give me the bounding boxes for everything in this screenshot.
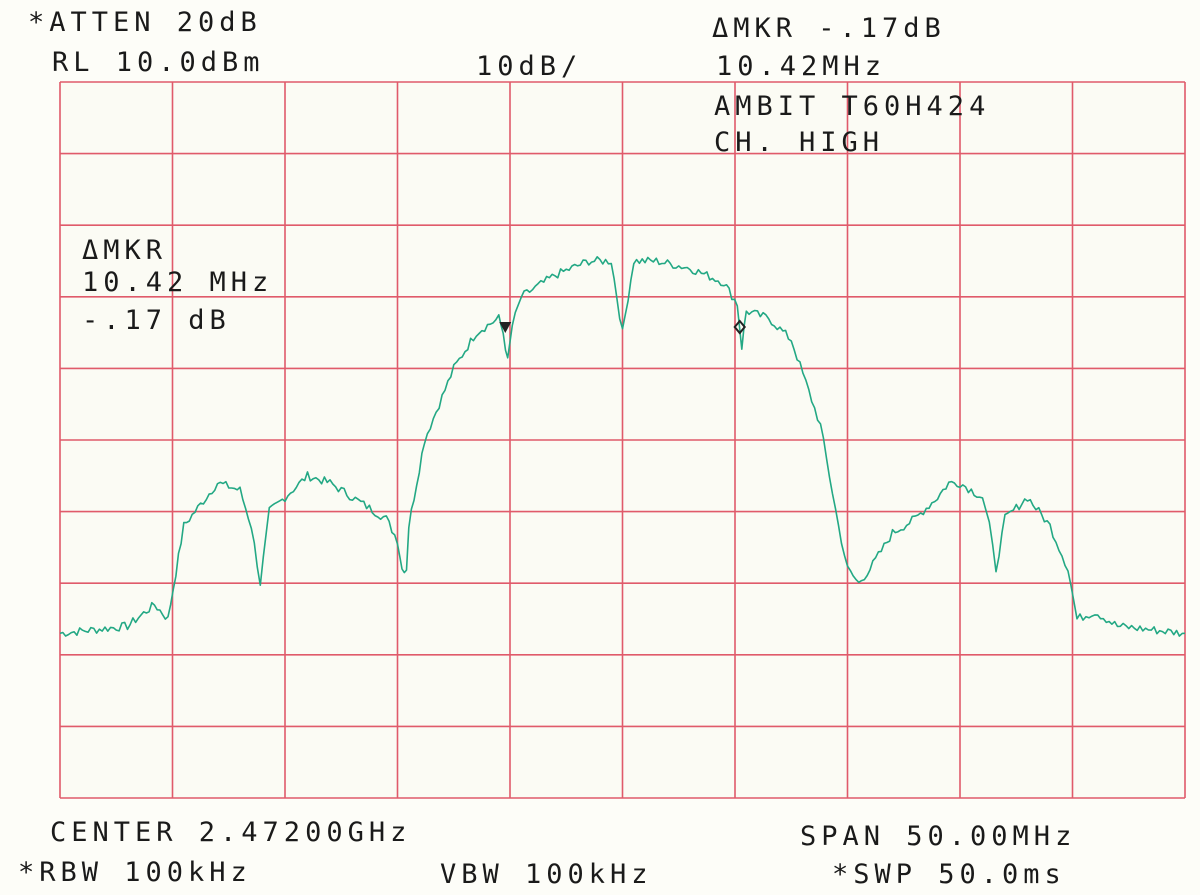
marker-group [499, 319, 747, 335]
attenuation-label: *ATTEN 20dB [28, 7, 262, 38]
sweep-time-label: *SWP 50.0ms [832, 859, 1066, 890]
center-frequency-label: CENTER 2.47200GHz [50, 817, 412, 848]
reference-level-label: RL 10.0dBm [52, 47, 265, 78]
delta-marker-level-label: ΔMKR -.17dB [712, 13, 946, 44]
spectrum-trace [59, 255, 1186, 637]
marker-box-title: ΔMKR [82, 235, 168, 266]
marker-box-freq: 10.42 MHz [82, 267, 274, 298]
rbw-label: *RBW 100kHz [18, 857, 252, 888]
delta-marker-triangle [499, 322, 512, 334]
vbw-label: VBW 100kHz [440, 859, 653, 890]
graticule [59, 81, 1186, 799]
device-label: AMBIT T60H424 [714, 91, 991, 122]
scale-label: 10dB/ [476, 51, 583, 82]
delta-marker-freq-label: 10.42MHz [716, 51, 887, 82]
marker-box-level: -.17 dB [82, 305, 231, 336]
span-label: SPAN 50.00MHz [800, 821, 1077, 852]
reference-marker-diamond [733, 319, 747, 335]
channel-label: CH. HIGH [714, 127, 885, 158]
